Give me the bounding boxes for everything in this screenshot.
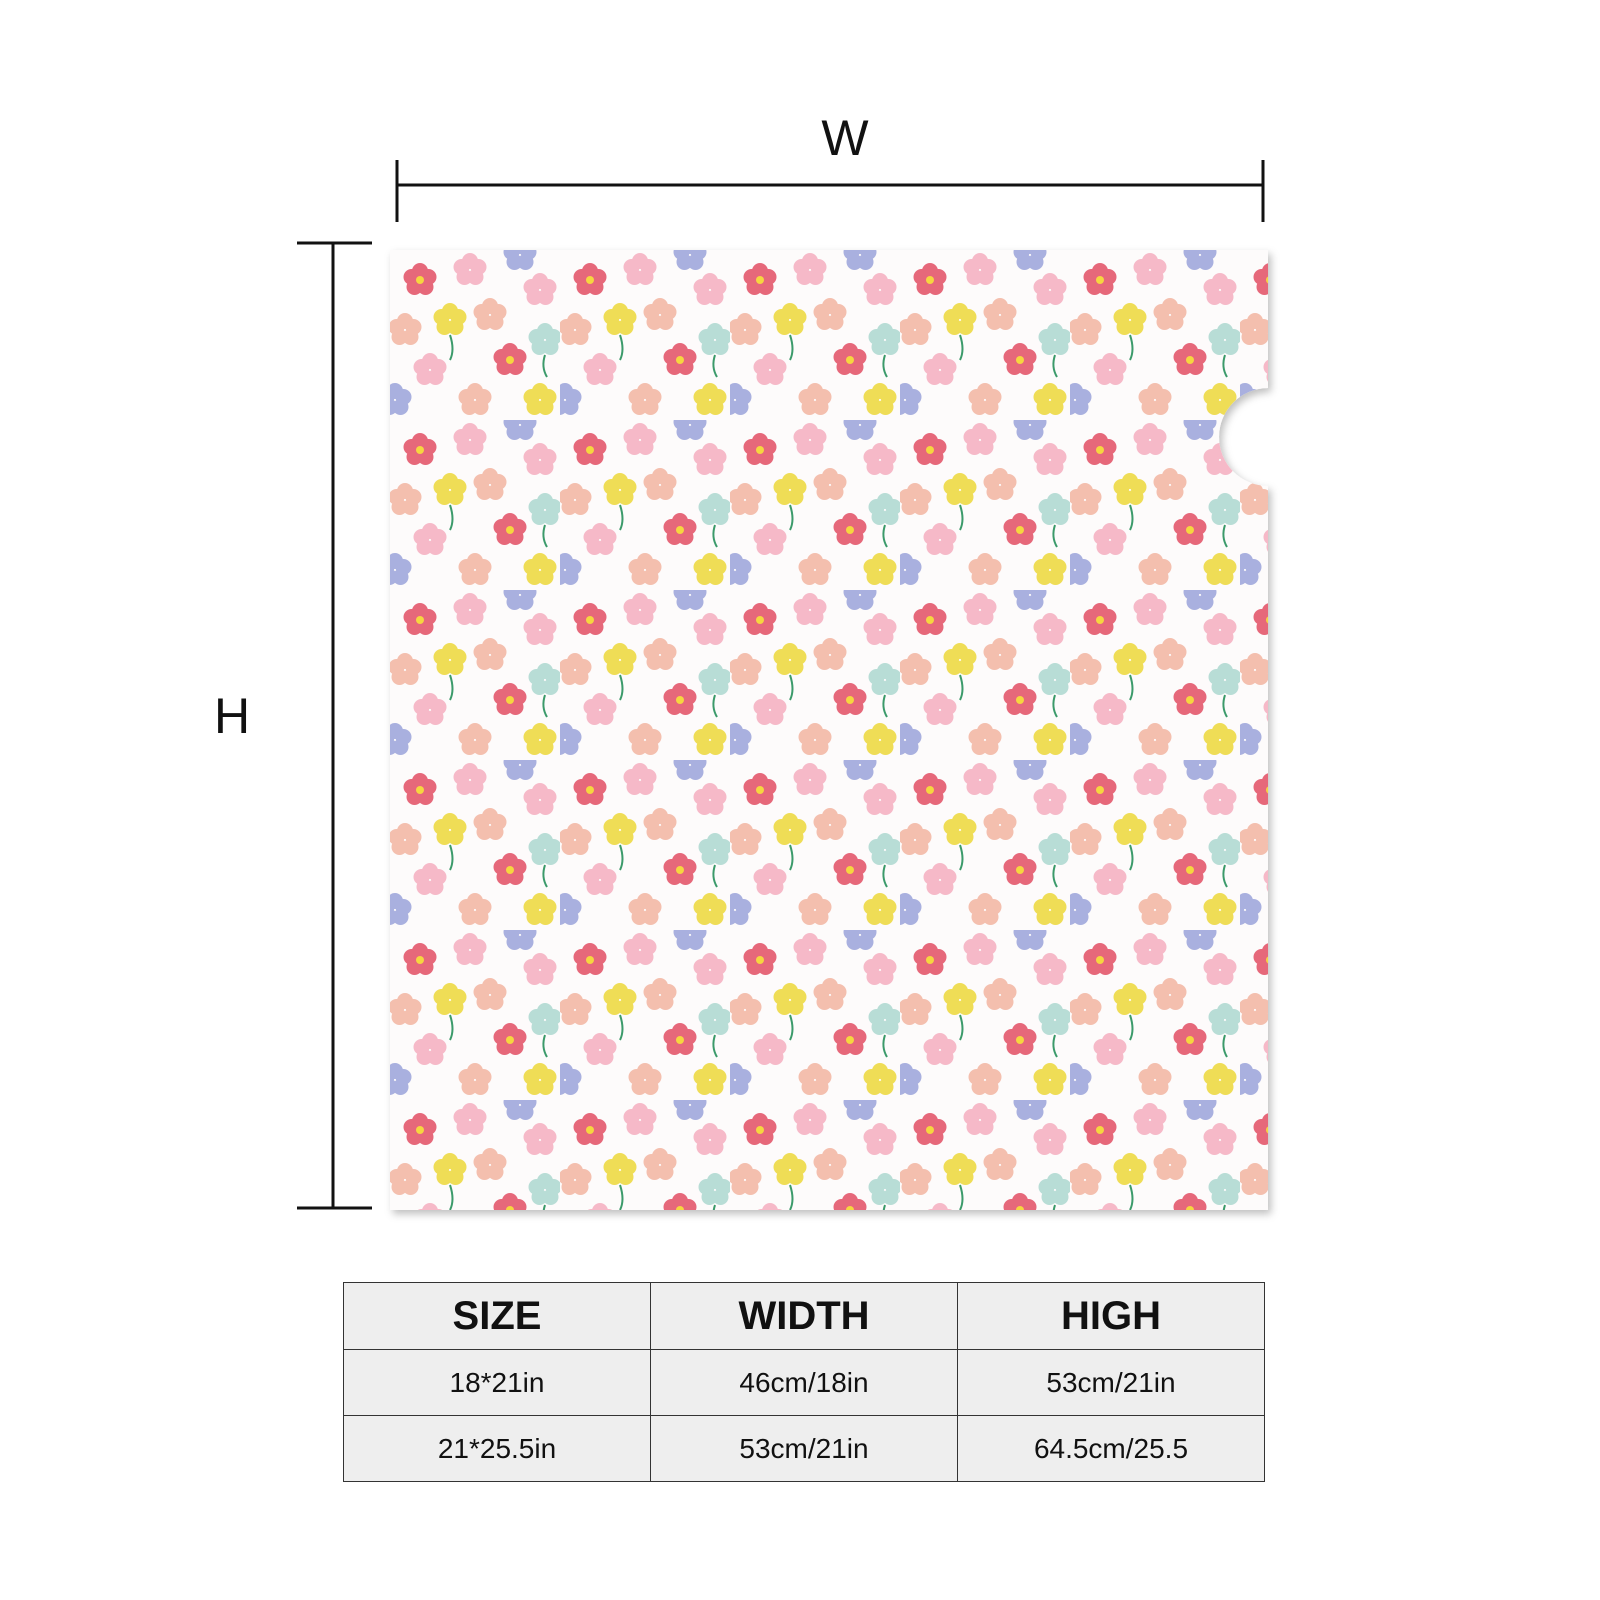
table-cell: 64.5cm/25.5 [957, 1415, 1265, 1482]
header-cell: HIGH [957, 1282, 1265, 1350]
height-label: H [214, 688, 250, 744]
table-cell: 18*21in [343, 1349, 651, 1416]
diagram: W H [214, 110, 1268, 1210]
floral-panel [390, 250, 1268, 1210]
header-cell: SIZE [343, 1282, 651, 1350]
table-cell: 21*25.5in [343, 1415, 651, 1482]
size-table: SIZE WIDTH HIGH 18*21in 46cm/18in 53cm/2… [343, 1282, 1265, 1482]
table-cell: 53cm/21in [650, 1415, 958, 1482]
table-row: 21*25.5in 53cm/21in 64.5cm/25.5 [343, 1415, 1265, 1482]
header-row: SIZE WIDTH HIGH [343, 1282, 1265, 1350]
table-row: 18*21in 46cm/18in 53cm/21in [343, 1349, 1265, 1416]
table-cell: 53cm/21in [957, 1349, 1265, 1416]
table-cell: 46cm/18in [650, 1349, 958, 1416]
header-cell: WIDTH [650, 1282, 958, 1350]
width-label: W [821, 110, 869, 166]
